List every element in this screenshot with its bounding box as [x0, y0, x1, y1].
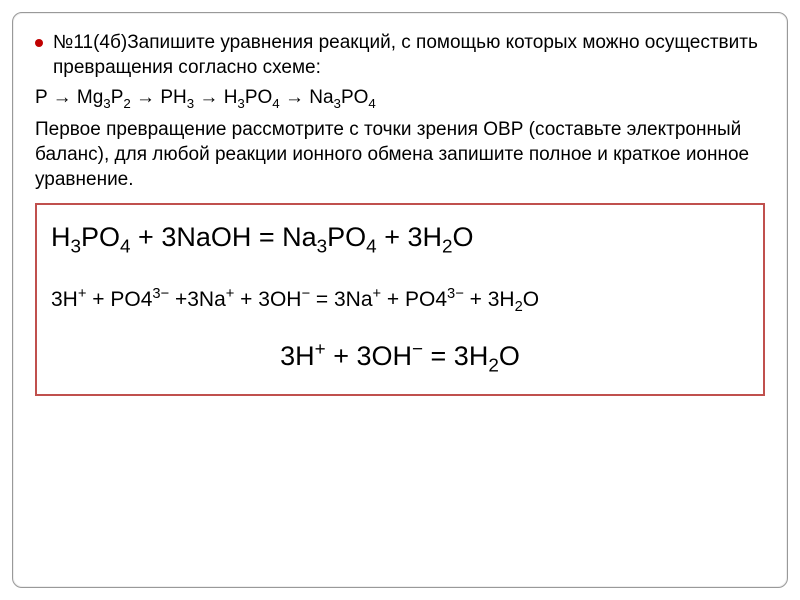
obr-instruction: Первое превращение рассмотрите с точки з…: [35, 118, 765, 192]
reaction-chain: P → Mg3P2 → PH3 → H3PO4 → Na3PO4: [35, 86, 765, 112]
equation-ionic-short: 3H+ + 3OH− = 3H2O: [51, 339, 749, 378]
answer-box: H3PO4 + 3NaOH = Na3PO4 + 3H2O 3H+ + PO43…: [35, 203, 765, 396]
bullet-icon: [35, 39, 43, 47]
task-line: №11(4б)Запишите уравнения реакций, с пом…: [35, 31, 765, 80]
slide-container: №11(4б)Запишите уравнения реакций, с пом…: [12, 12, 788, 588]
equation-ionic-full: 3H+ + PO43− +3Na+ + 3OH− = 3Na+ + PO43− …: [51, 285, 749, 317]
equation-full: H3PO4 + 3NaOH = Na3PO4 + 3H2O: [51, 221, 749, 259]
task-prompt: №11(4б)Запишите уравнения реакций, с пом…: [53, 31, 765, 80]
